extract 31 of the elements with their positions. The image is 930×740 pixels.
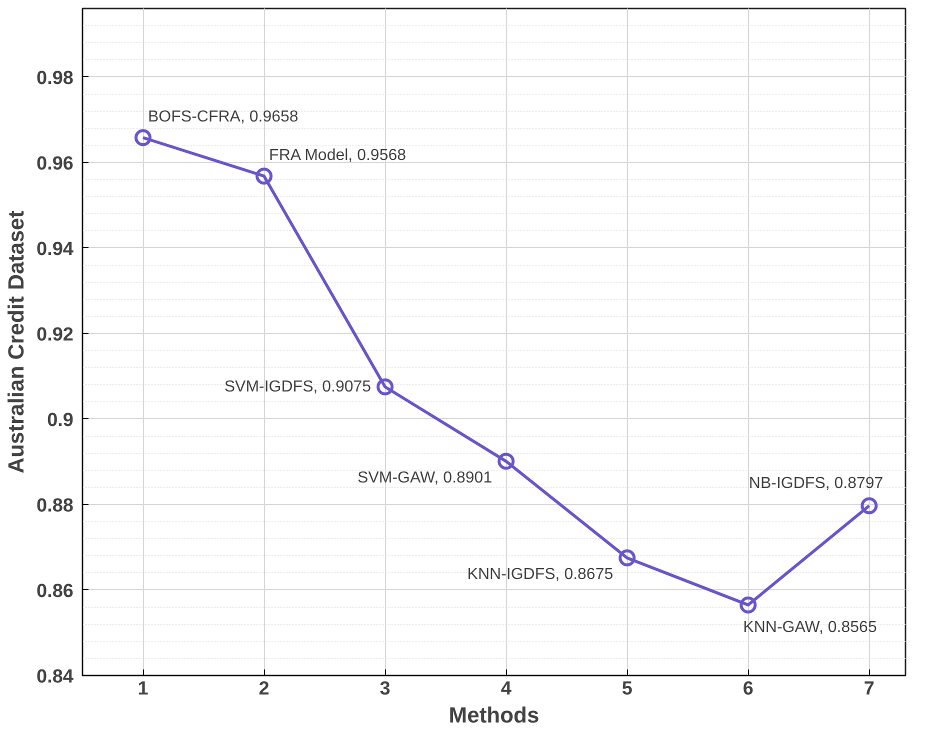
y-tick-label: 0.88 bbox=[36, 495, 74, 516]
annotation: SVM-IGDFS, 0.9075 bbox=[224, 378, 372, 396]
x-tick-label: 5 bbox=[622, 678, 633, 700]
annotation: KNN-IGDFS, 0.8675 bbox=[467, 566, 614, 583]
point bbox=[134, 129, 152, 146]
annotation: KNN-GAW, 0.8565 bbox=[743, 618, 877, 636]
y-tick-label: 0.94 bbox=[36, 238, 74, 260]
x-tick-label: 7 bbox=[864, 678, 874, 700]
y-tick-label: 0.9 bbox=[47, 410, 74, 431]
point bbox=[740, 596, 757, 614]
point bbox=[376, 378, 394, 396]
point bbox=[618, 549, 636, 566]
point bbox=[498, 452, 515, 470]
x-tick-label: 3 bbox=[380, 678, 390, 700]
annotation: SVM-GAW, 0.8901 bbox=[358, 469, 492, 486]
x-tick-label: 4 bbox=[500, 678, 512, 700]
y-tick-label: 0.86 bbox=[36, 580, 74, 602]
x-axis-title: Methods bbox=[448, 702, 540, 728]
y-tick-label: 0.84 bbox=[36, 666, 74, 688]
y-axis-title: Australian Credit Dataset bbox=[4, 210, 29, 474]
y-tick-label: 0.92 bbox=[36, 324, 74, 346]
x-tick-label: 2 bbox=[258, 678, 270, 700]
point bbox=[256, 168, 273, 185]
x-tick-label: 1 bbox=[138, 678, 149, 700]
x-tick-label: 6 bbox=[742, 678, 754, 700]
y-tick-label: 0.96 bbox=[36, 153, 74, 174]
point bbox=[860, 497, 878, 514]
annotation: BOFS-CFRA, 0.9658 bbox=[148, 108, 298, 126]
annotation: FRA Model, 0.9568 bbox=[269, 147, 406, 164]
y-tick-label: 0.98 bbox=[36, 68, 74, 89]
annotation: NB-IGDFS, 0.8797 bbox=[748, 474, 884, 492]
